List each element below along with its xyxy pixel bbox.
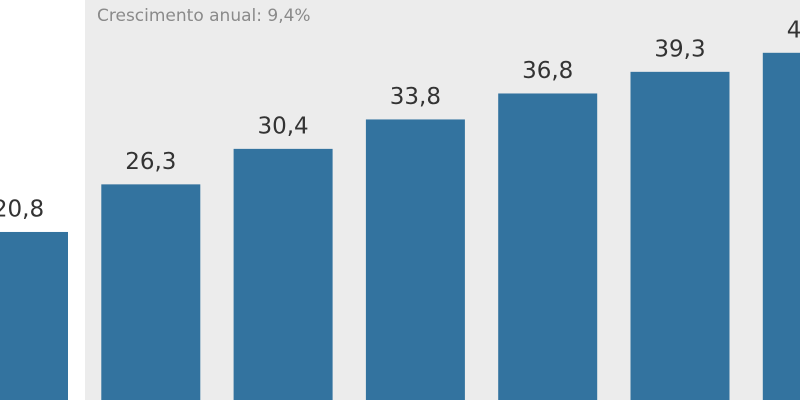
bar bbox=[0, 231, 68, 400]
bar bbox=[233, 148, 333, 400]
bar bbox=[101, 184, 201, 400]
annotation: Crescimento anual: 9,4% bbox=[97, 6, 311, 26]
value-label: 26,3 bbox=[125, 149, 176, 175]
bar bbox=[498, 93, 598, 400]
value-label: 20,8 bbox=[0, 196, 44, 222]
value-label: 39,3 bbox=[654, 36, 705, 62]
bar bbox=[365, 119, 465, 400]
value-label: 41,5 bbox=[787, 17, 800, 43]
value-label: 36,8 bbox=[522, 58, 573, 84]
value-label: 30,4 bbox=[257, 113, 308, 139]
value-label: 33,8 bbox=[390, 84, 441, 110]
bar bbox=[762, 52, 800, 400]
bar bbox=[630, 71, 730, 400]
